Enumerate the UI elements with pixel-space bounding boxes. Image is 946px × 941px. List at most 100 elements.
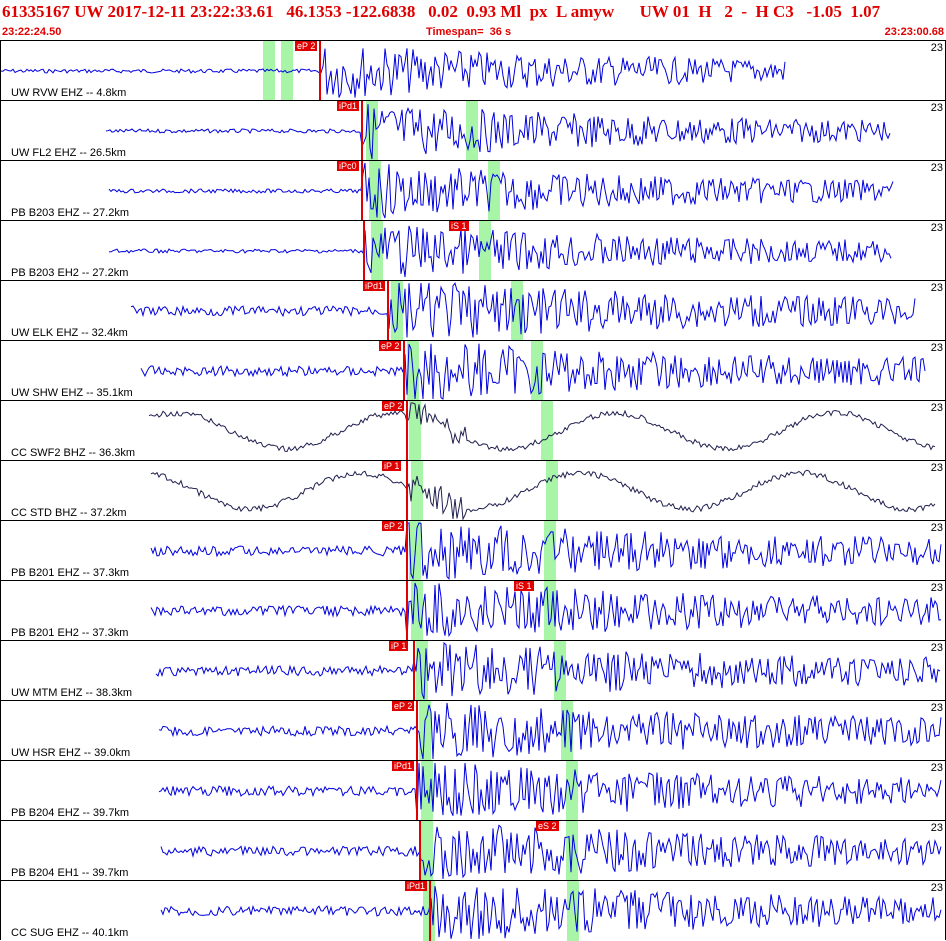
- trace-track[interactable]: iP 1 CC STD BHZ -- 37.2km 23: [0, 460, 946, 521]
- waveform: [160, 886, 942, 940]
- waveform: [150, 582, 942, 640]
- waveform-line: [150, 469, 936, 521]
- end-time: 23:23:00.68: [884, 26, 944, 38]
- track-hour-label: 23: [930, 642, 943, 654]
- waveform-line: [150, 522, 942, 581]
- station-label: CC SWF2 BHZ -- 36.3km: [11, 447, 136, 459]
- arrival-line: [406, 461, 408, 521]
- waveform-line: [105, 104, 891, 160]
- waveform: [148, 402, 936, 453]
- waveform: [108, 225, 892, 278]
- p-pick-label[interactable]: iPc0: [337, 161, 359, 171]
- waveform-line: [150, 582, 942, 640]
- arrival-line: [416, 701, 418, 761]
- pick-window: [281, 41, 293, 101]
- p-pick-label[interactable]: iP 1: [382, 461, 402, 471]
- arrival-line: [429, 881, 431, 941]
- trace-track[interactable]: eP 2 UW HSR EHZ -- 39.0km 23: [0, 700, 946, 761]
- pick-window: [411, 461, 423, 521]
- waveform: [150, 469, 936, 521]
- trace-track[interactable]: iS 1 PB B201 EH2 -- 37.3km 23: [0, 580, 946, 641]
- event-header: 61335167 UW 2017-12-11 23:22:33.61 46.13…: [0, 0, 946, 40]
- trace-track[interactable]: eP 2 UW SHW EHZ -- 35.1km 23: [0, 340, 946, 401]
- arrival-line: [406, 581, 408, 641]
- p-pick-label[interactable]: eP 2: [295, 41, 318, 51]
- pick-window: [511, 281, 523, 341]
- pick-window: [419, 701, 431, 761]
- station-label: PB B204 EHZ -- 39.7km: [11, 807, 129, 819]
- waveform: [140, 343, 926, 400]
- station-label: UW ELK EHZ -- 32.4km: [11, 327, 128, 339]
- waveform-line: [130, 282, 916, 338]
- timespan: Timespan= 36 s: [426, 26, 512, 38]
- s-pick-label[interactable]: eS 2: [536, 821, 559, 831]
- waveform-line: [108, 162, 894, 219]
- s-pick-label[interactable]: iS 1: [449, 221, 469, 231]
- station-label: UW MTM EHZ -- 38.3km: [11, 687, 132, 699]
- waveform-line: [160, 886, 942, 940]
- trace-track[interactable]: iPd1 UW FL2 EHZ -- 26.5km 23: [0, 100, 946, 161]
- p-pick-label[interactable]: iPd1: [392, 761, 415, 771]
- waveform-line: [158, 702, 942, 760]
- waveform: [155, 641, 941, 700]
- waveform: [1, 48, 786, 98]
- waveform: [108, 162, 894, 219]
- station-label: UW RVW EHZ -- 4.8km: [11, 87, 127, 99]
- trace-track[interactable]: iPc0 PB B203 EHZ -- 27.2km 23: [0, 160, 946, 221]
- trace-track[interactable]: eP 2 UW RVW EHZ -- 4.8km 23: [0, 40, 946, 101]
- p-pick-label[interactable]: eP 2: [382, 401, 405, 411]
- trace-track[interactable]: iPd1 PB B204 EHZ -- 39.7km 23: [0, 760, 946, 821]
- trace-track[interactable]: iPd1 CC SUG EHZ -- 40.1km 23: [0, 880, 946, 941]
- arrival-line: [387, 281, 389, 341]
- pick-window: [369, 161, 381, 221]
- p-pick-label[interactable]: eP 2: [392, 701, 415, 711]
- arrival-line: [406, 401, 408, 461]
- station-label: PB B201 EHZ -- 37.3km: [11, 567, 129, 579]
- track-hour-label: 23: [930, 282, 943, 294]
- track-hour-label: 23: [930, 102, 943, 114]
- waveform-line: [108, 225, 892, 278]
- pick-window: [541, 401, 553, 461]
- p-pick-label[interactable]: eP 2: [379, 341, 402, 351]
- track-hour-label: 23: [930, 822, 943, 834]
- trace-track[interactable]: eP 2 CC SWF2 BHZ -- 36.3km 23: [0, 400, 946, 461]
- pick-window: [409, 401, 421, 461]
- waveform: [150, 522, 942, 581]
- waveform: [158, 702, 942, 760]
- p-pick-label[interactable]: eP 2: [382, 521, 405, 531]
- track-hour-label: 23: [930, 162, 943, 174]
- arrival-line: [416, 761, 418, 821]
- arrival-line: [419, 821, 421, 881]
- trace-track[interactable]: iP 1 UW MTM EHZ -- 38.3km 23: [0, 640, 946, 701]
- track-hour-label: 23: [930, 702, 943, 714]
- trace-track[interactable]: eS 2 PB B204 EH1 -- 39.7km 23: [0, 820, 946, 881]
- arrival-line: [361, 161, 363, 221]
- event-title: 61335167 UW 2017-12-11 23:22:33.61 46.13…: [2, 2, 881, 21]
- station-label: PB B203 EH2 -- 27.2km: [11, 267, 129, 279]
- waveform: [105, 104, 891, 160]
- track-hour-label: 23: [930, 762, 943, 774]
- station-label: PB B203 EHZ -- 27.2km: [11, 207, 129, 219]
- track-hour-label: 23: [930, 462, 943, 474]
- waveform: [158, 762, 942, 818]
- p-pick-label[interactable]: iPd1: [337, 101, 360, 111]
- pick-window: [566, 761, 578, 821]
- arrival-line: [413, 641, 415, 701]
- p-pick-label[interactable]: iPd1: [363, 281, 386, 291]
- seismogram-panel[interactable]: eP 2 UW RVW EHZ -- 4.8km 23 iPd1 UW FL2 EHZ …: [0, 40, 946, 941]
- station-label: PB B204 EH1 -- 39.7km: [11, 867, 129, 879]
- track-hour-label: 23: [930, 402, 943, 414]
- trace-track[interactable]: iPd1 UW ELK EHZ -- 32.4km 23: [0, 280, 946, 341]
- waveform-line: [155, 641, 941, 700]
- station-label: UW HSR EHZ -- 39.0km: [11, 747, 131, 759]
- arrival-line: [363, 221, 365, 281]
- station-label: UW FL2 EHZ -- 26.5km: [11, 147, 126, 159]
- pick-window: [561, 701, 573, 761]
- p-pick-label[interactable]: iP 1: [389, 641, 409, 651]
- p-pick-label[interactable]: iPd1: [405, 881, 428, 891]
- trace-track[interactable]: eP 2 PB B201 EHZ -- 37.3km 23: [0, 520, 946, 581]
- s-pick-label[interactable]: iS 1: [514, 581, 534, 591]
- waveform: [160, 824, 942, 880]
- arrival-line: [403, 341, 405, 401]
- trace-track[interactable]: iS 1 PB B203 EH2 -- 27.2km 23: [0, 220, 946, 281]
